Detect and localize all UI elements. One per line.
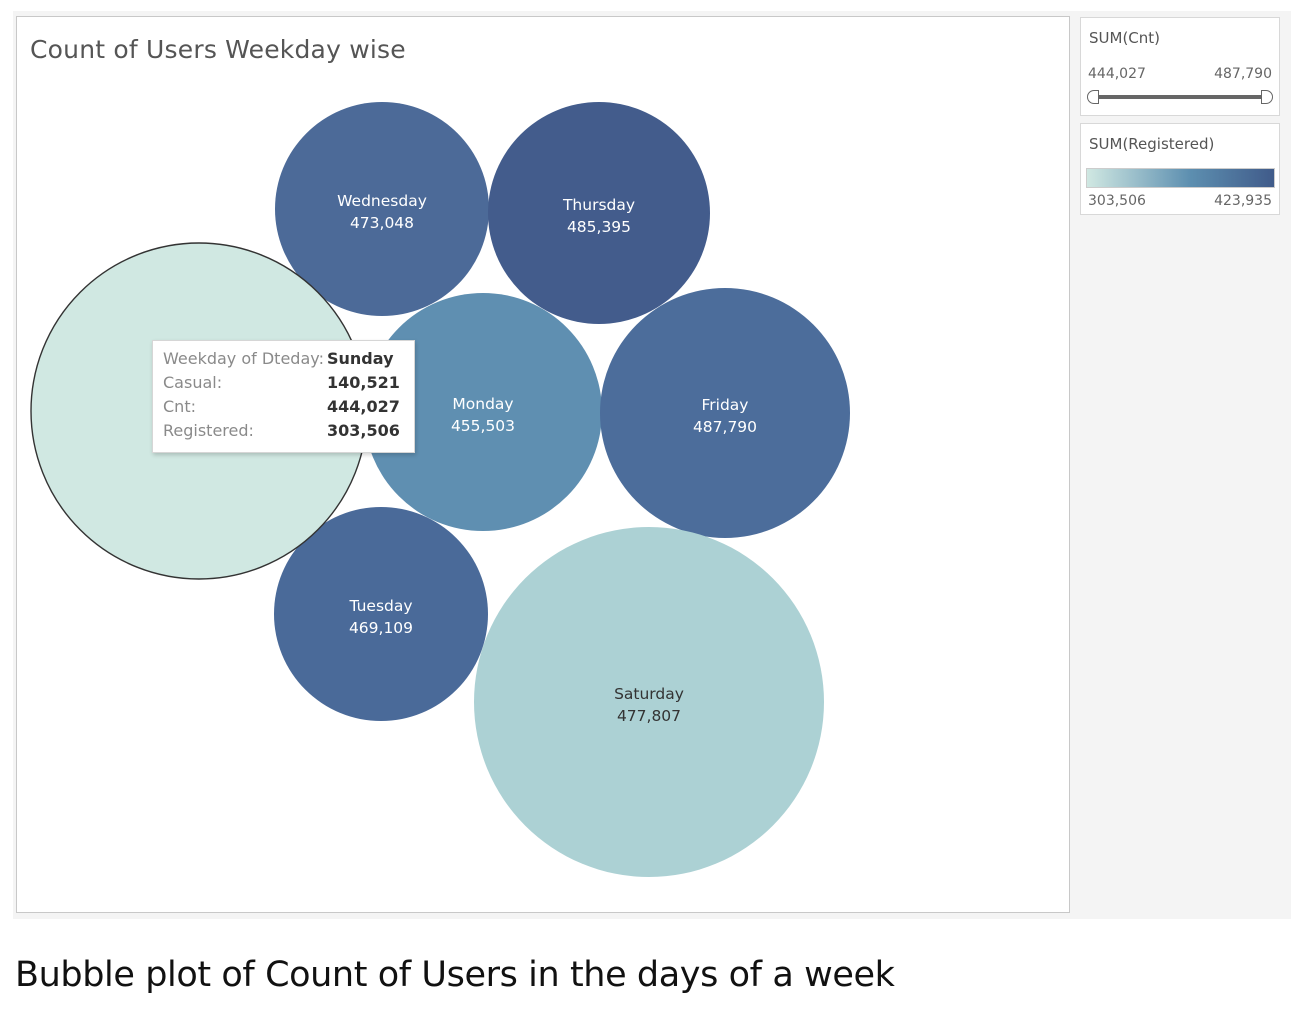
bubble-tuesday[interactable] xyxy=(274,507,488,721)
tooltip-value: 303,506 xyxy=(327,421,400,440)
sunday-tooltip: Weekday of Dteday: Sunday Casual: 140,52… xyxy=(152,340,415,453)
tooltip-row-casual: Casual: 140,521 xyxy=(163,373,404,395)
cnt-size-legend: SUM(Cnt) 444,027 487,790 xyxy=(1080,17,1280,116)
tooltip-key: Cnt: xyxy=(163,397,196,416)
tooltip-key: Registered: xyxy=(163,421,254,440)
figure-caption: Bubble plot of Count of Users in the day… xyxy=(15,955,895,995)
bubble-value-monday: 455,503 xyxy=(451,417,515,435)
bubble-chart: Wednesday 473,048 Thursday 485,395 Monday 455… xyxy=(30,102,850,877)
bubble-monday[interactable] xyxy=(364,293,602,531)
bubble-value-thursday: 485,395 xyxy=(567,218,631,236)
range-slider-max-handle[interactable] xyxy=(1261,90,1273,104)
legend-min-value: 303,506 xyxy=(1088,193,1146,209)
bubble-label-saturday: Saturday xyxy=(614,685,684,703)
bubble-friday[interactable] xyxy=(600,288,850,538)
tooltip-key: Weekday of Dteday: xyxy=(163,349,324,368)
range-slider-track[interactable] xyxy=(1093,95,1267,99)
legend-title: SUM(Registered) xyxy=(1089,135,1215,153)
chart-title: Count of Users Weekday wise xyxy=(30,35,406,64)
bubble-label-monday: Monday xyxy=(452,395,513,413)
bubble-value-saturday: 477,807 xyxy=(617,707,681,725)
tooltip-row-weekday: Weekday of Dteday: Sunday xyxy=(163,349,404,371)
tooltip-value: Sunday xyxy=(327,349,394,368)
bubble-thursday[interactable] xyxy=(488,102,710,324)
tooltip-row-cnt: Cnt: 444,027 xyxy=(163,397,404,419)
bubble-label-thursday: Thursday xyxy=(562,196,635,214)
registered-color-legend: SUM(Registered) 303,506 423,935 xyxy=(1080,123,1280,215)
bubble-label-friday: Friday xyxy=(702,396,749,414)
bubble-label-wednesday: Wednesday xyxy=(337,192,427,210)
bubble-label-tuesday: Tuesday xyxy=(348,597,412,615)
tooltip-row-registered: Registered: 303,506 xyxy=(163,421,404,443)
bubble-chart-panel: Count of Users Weekday wise Wednesday 473… xyxy=(16,16,1070,913)
legend-max-value: 423,935 xyxy=(1214,193,1272,209)
bubble-value-tuesday: 469,109 xyxy=(349,619,413,637)
tooltip-value: 140,521 xyxy=(327,373,400,392)
bubble-wednesday[interactable] xyxy=(275,102,489,316)
bubble-value-friday: 487,790 xyxy=(693,418,757,436)
legend-max-value: 487,790 xyxy=(1214,66,1272,82)
tooltip-value: 444,027 xyxy=(327,397,400,416)
bubble-saturday[interactable] xyxy=(474,527,824,877)
tooltip-key: Casual: xyxy=(163,373,223,392)
color-gradient-bar xyxy=(1086,168,1275,188)
range-slider-min-handle[interactable] xyxy=(1087,90,1099,104)
legend-title: SUM(Cnt) xyxy=(1089,29,1161,47)
bubble-value-wednesday: 473,048 xyxy=(350,214,414,232)
legend-min-value: 444,027 xyxy=(1088,66,1146,82)
